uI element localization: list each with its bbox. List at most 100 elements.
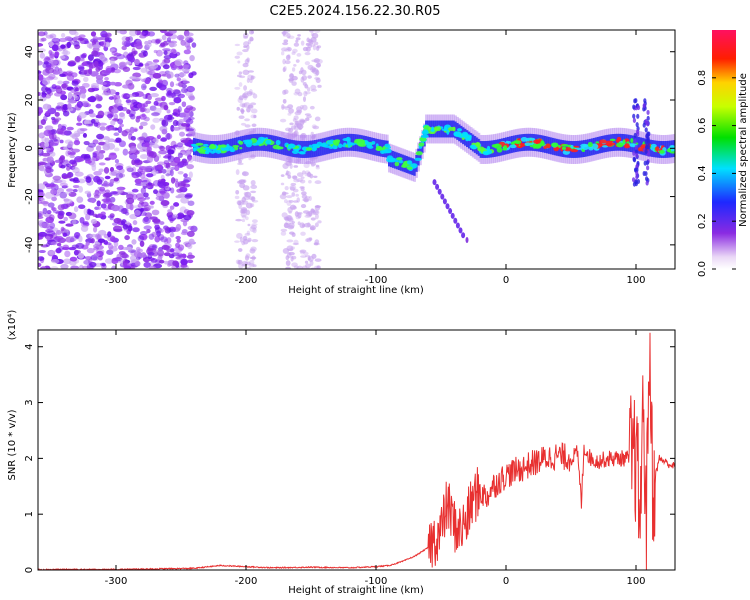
noise-blob bbox=[150, 92, 159, 98]
x-tick-label: -300 bbox=[105, 275, 128, 286]
noise-blob bbox=[105, 189, 111, 194]
noise-blob bbox=[128, 52, 134, 57]
stripe-blob bbox=[245, 202, 253, 209]
noise-blob bbox=[111, 108, 119, 114]
stripe-blob bbox=[298, 127, 302, 131]
noise-blob bbox=[186, 210, 195, 216]
band-core bbox=[668, 147, 672, 153]
noise-blob bbox=[173, 156, 181, 164]
noise-blob bbox=[109, 236, 116, 242]
noise-blob bbox=[71, 80, 79, 86]
band-body bbox=[522, 134, 526, 151]
noise-blob bbox=[166, 109, 171, 114]
noise-blob bbox=[81, 265, 91, 269]
stripe-blob bbox=[282, 89, 287, 95]
noise-blob bbox=[113, 147, 120, 152]
noise-blob bbox=[140, 67, 148, 73]
stripe-blob bbox=[244, 124, 251, 128]
noise-blob bbox=[117, 118, 124, 125]
noise-blob bbox=[47, 146, 54, 153]
stripe-blob bbox=[300, 204, 307, 209]
stripe-blob bbox=[295, 39, 299, 43]
spectrogram-marks bbox=[38, 30, 675, 269]
stripe-blob bbox=[244, 255, 250, 261]
noise-blob bbox=[58, 210, 65, 216]
noise-blob bbox=[109, 126, 116, 132]
noise-blob bbox=[129, 76, 137, 80]
stripe-blob bbox=[291, 262, 298, 268]
stripe-blob bbox=[242, 62, 249, 68]
noise-blob bbox=[160, 137, 168, 142]
noise-blob bbox=[177, 171, 184, 175]
stripe-blob bbox=[290, 182, 297, 186]
noise-blob bbox=[180, 258, 188, 266]
stripe-blob bbox=[287, 104, 294, 109]
noise-blob bbox=[83, 140, 90, 146]
stripe-blob bbox=[234, 195, 240, 200]
noise-blob bbox=[186, 38, 193, 44]
noise-blob bbox=[91, 87, 100, 92]
noise-blob bbox=[52, 70, 61, 75]
stripe-blob bbox=[251, 255, 256, 261]
noise-blob bbox=[58, 179, 67, 184]
noise-blob bbox=[55, 87, 63, 94]
noise-blob bbox=[75, 91, 82, 96]
noise-blob bbox=[55, 247, 62, 254]
band-core bbox=[272, 144, 280, 150]
stripe-blob bbox=[243, 191, 249, 196]
colorbar-ticks: 0.0 0.2 0.4 0.6 0.8 bbox=[697, 70, 736, 277]
noise-blob bbox=[124, 128, 131, 134]
noise-blob bbox=[114, 159, 120, 164]
noise-blob bbox=[68, 191, 77, 197]
noise-blob bbox=[158, 84, 167, 91]
stripe-blob bbox=[245, 216, 249, 221]
spread-blob bbox=[646, 135, 650, 141]
noise-blob bbox=[131, 188, 139, 193]
noise-blob bbox=[98, 54, 106, 61]
noise-blob bbox=[69, 133, 77, 138]
noise-blob bbox=[79, 58, 85, 62]
stripe-blob bbox=[291, 67, 296, 72]
noise-blob bbox=[173, 144, 178, 148]
stripe-blob bbox=[242, 49, 249, 53]
band-body bbox=[282, 138, 286, 155]
noise-blob bbox=[90, 71, 99, 77]
stripe-blob bbox=[291, 192, 296, 197]
noise-blob bbox=[174, 165, 180, 172]
band-core bbox=[487, 145, 491, 151]
stripe-blob bbox=[238, 82, 243, 87]
noise-blob bbox=[50, 188, 58, 195]
noise-blob bbox=[72, 188, 78, 193]
streak-blob bbox=[432, 179, 437, 186]
stripe-blob bbox=[310, 208, 315, 214]
noise-blob bbox=[38, 161, 47, 166]
noise-blob bbox=[86, 247, 95, 254]
streak-blob bbox=[465, 237, 469, 244]
stripe-blob bbox=[252, 264, 257, 268]
stripe-blob bbox=[314, 116, 321, 122]
stripe-blob bbox=[295, 59, 300, 63]
band-core bbox=[305, 147, 313, 151]
noise-blob bbox=[78, 66, 85, 71]
stripe-blob bbox=[282, 248, 290, 254]
noise-blob bbox=[191, 71, 197, 76]
stripe-blob bbox=[243, 102, 251, 108]
noise-blob bbox=[181, 123, 189, 127]
stripe-blob bbox=[284, 216, 289, 222]
noise-blob bbox=[160, 199, 170, 206]
spread-blob bbox=[646, 115, 650, 121]
noise-blob bbox=[174, 73, 180, 78]
noise-blob bbox=[118, 173, 126, 178]
noise-blob bbox=[163, 252, 171, 257]
noise-blob bbox=[191, 42, 197, 48]
band-core bbox=[551, 142, 559, 148]
stripe-blob bbox=[307, 64, 314, 71]
stripe-blob bbox=[286, 195, 293, 199]
noise-blob bbox=[61, 83, 67, 89]
noise-blob bbox=[182, 64, 190, 69]
noise-blob bbox=[143, 204, 152, 212]
noise-blob bbox=[134, 178, 143, 184]
stripe-blob bbox=[283, 199, 288, 204]
stripe-blob bbox=[251, 223, 258, 226]
stripe-blob bbox=[315, 164, 320, 168]
